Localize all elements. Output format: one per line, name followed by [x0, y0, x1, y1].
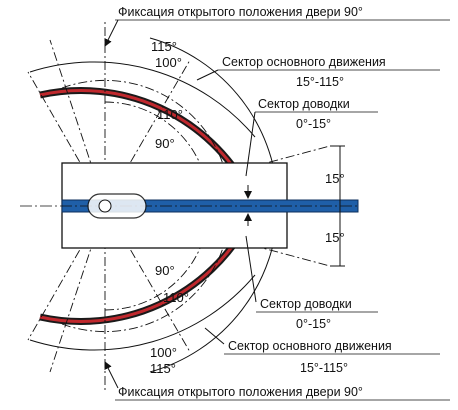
deg-115-bottom: 115° [150, 361, 176, 376]
deg-90-bottom: 90° [155, 263, 175, 278]
deg-90-top: 90° [155, 136, 175, 151]
fix-top-label: Фиксация открытого положения двери 90° [118, 5, 363, 19]
deg-110-top: 110° [157, 107, 183, 122]
close-sector-bottom-range: 0°-15° [296, 317, 331, 331]
main-sector-bottom-range: 15°-115° [300, 361, 348, 375]
deg-110-bottom: 110° [163, 290, 189, 305]
close-sector-top-leader [245, 111, 256, 177]
fix-bottom-leader [104, 361, 119, 389]
deg-100-bottom: 100° [150, 345, 177, 360]
main-sector-bottom-label: Сектор основного движения [228, 339, 392, 353]
fix-top-leader [104, 19, 119, 47]
outer-arc-lower [29, 274, 256, 351]
fix-bottom-label: Фиксация открытого положения двери 90° [118, 385, 363, 399]
close-sector-top-label: Сектор доводки [258, 97, 350, 111]
red-arc-lower-inner [39, 221, 250, 323]
deg-100-top: 100° [155, 55, 182, 70]
main-sector-top-label: Сектор основного движения [222, 55, 386, 69]
main-sector-top-range: 15°-115° [296, 75, 344, 89]
close-sector-bottom-label: Сектор доводки [260, 297, 352, 311]
close-sector-top-range: 0°-15° [296, 117, 331, 131]
deg-115-top: 115° [151, 39, 177, 54]
outer-arc-upper [29, 61, 256, 138]
main-sector-bottom-leader [204, 327, 225, 345]
close-sector-bottom-leader [245, 235, 257, 303]
deg-15-lower: 15° [325, 230, 345, 245]
red-arc-upper-inner [39, 89, 250, 191]
hinge-capsule [87, 193, 147, 219]
deg-15-upper: 15° [325, 171, 345, 186]
hinge-pivot [98, 199, 112, 213]
main-sector-top-leader [196, 69, 219, 81]
